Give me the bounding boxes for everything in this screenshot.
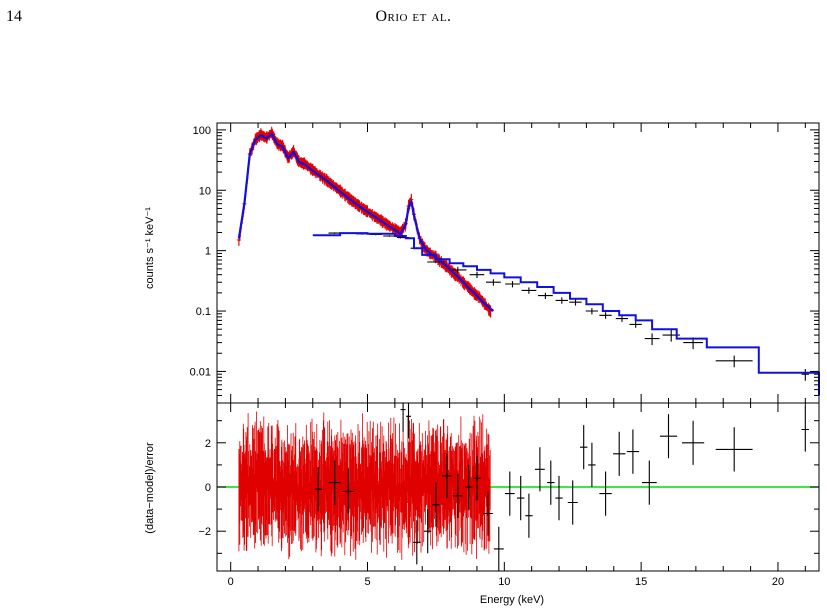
black-residual-point (801, 407, 809, 452)
red-data-errorbars (238, 128, 492, 318)
running-head: Orio et al. (375, 8, 452, 25)
x-tick-label: 5 (364, 576, 370, 588)
red-data-series (236, 126, 493, 318)
y-tick-label: 2 (205, 438, 211, 450)
black-data-point (801, 369, 809, 381)
y-tick-label: 0.1 (196, 306, 211, 318)
black-residual-point (567, 480, 578, 525)
spectrum-panel: 0.01 0.1 1 10 100 (190, 122, 820, 404)
black-residual-point (413, 520, 421, 565)
black-residual-point (642, 460, 657, 505)
black-residual-point (517, 475, 525, 521)
red-residual-bars (238, 411, 491, 560)
black-residual-point (588, 442, 596, 487)
y-tick-label: 100 (193, 125, 211, 137)
y-tick-label: 0 (205, 482, 211, 494)
y-axis-label-residual: (data−model)/error (144, 442, 156, 534)
black-residual-point (328, 460, 341, 505)
black-residual-point (547, 460, 555, 505)
black-residual-point (525, 493, 533, 538)
black-data-point (599, 312, 612, 319)
black-residual-point (473, 456, 481, 501)
black-data-point (629, 321, 642, 328)
y-tick-label: 0.01 (190, 366, 211, 378)
black-residual-point (406, 403, 411, 439)
x-tick-label: 15 (635, 576, 647, 588)
black-data-point (644, 333, 660, 346)
black-residual-point (432, 482, 440, 527)
black-residual-point (682, 420, 705, 465)
black-data-point (585, 308, 598, 315)
black-residual-point (626, 429, 640, 474)
y-tick-label: −2 (198, 526, 211, 538)
black-residual-point (555, 475, 563, 521)
black-residual-point (342, 469, 355, 514)
black-residual-point (424, 509, 432, 554)
black-residual-point (465, 464, 473, 510)
black-residual-point (659, 414, 678, 459)
black-data-point (469, 271, 485, 278)
black-residual-point (504, 471, 515, 516)
black-residual-point (483, 491, 493, 536)
black-residual-point (715, 427, 753, 472)
page-number: 14 (6, 8, 22, 25)
black-data-point (505, 281, 520, 288)
black-data-point (521, 287, 537, 294)
y-axis-label-counts: counts s⁻¹ keV⁻¹ (144, 207, 156, 289)
black-residual-point (452, 473, 463, 518)
x-tick-label: 0 (228, 576, 234, 588)
black-residual-point (599, 471, 612, 516)
x-axis-label: Energy (keV) (480, 594, 544, 606)
black-data-point (555, 297, 568, 304)
black-data-point (486, 279, 501, 286)
x-tick-label: 10 (498, 576, 510, 588)
black-residual-point (535, 447, 545, 492)
y-tick-label: 1 (205, 246, 211, 258)
black-residual-point (314, 467, 322, 512)
red-data-point (269, 126, 274, 139)
black-data-point (328, 232, 341, 234)
black-data-point (569, 299, 582, 306)
black-residual-point (441, 453, 452, 499)
red-data-point (291, 145, 296, 157)
black-data-series (314, 232, 809, 381)
black-data-point (615, 315, 629, 322)
black-data-point (715, 355, 753, 368)
black-residual-point (613, 431, 626, 476)
model-curve-2 (312, 232, 820, 396)
black-data-point (538, 292, 553, 299)
black-residual-point (580, 425, 588, 470)
black-residual-point (400, 403, 406, 432)
model-curve-1 (237, 132, 495, 312)
black-data-point (383, 235, 396, 237)
black-residual-point (493, 526, 504, 571)
y-tick-label: 10 (199, 185, 211, 197)
x-tick-label: 20 (772, 576, 784, 588)
